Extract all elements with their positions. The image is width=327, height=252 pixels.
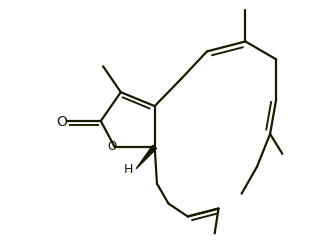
Polygon shape [136, 146, 157, 169]
Text: O: O [56, 115, 67, 129]
Text: H: H [124, 163, 133, 176]
Text: O: O [108, 140, 117, 152]
